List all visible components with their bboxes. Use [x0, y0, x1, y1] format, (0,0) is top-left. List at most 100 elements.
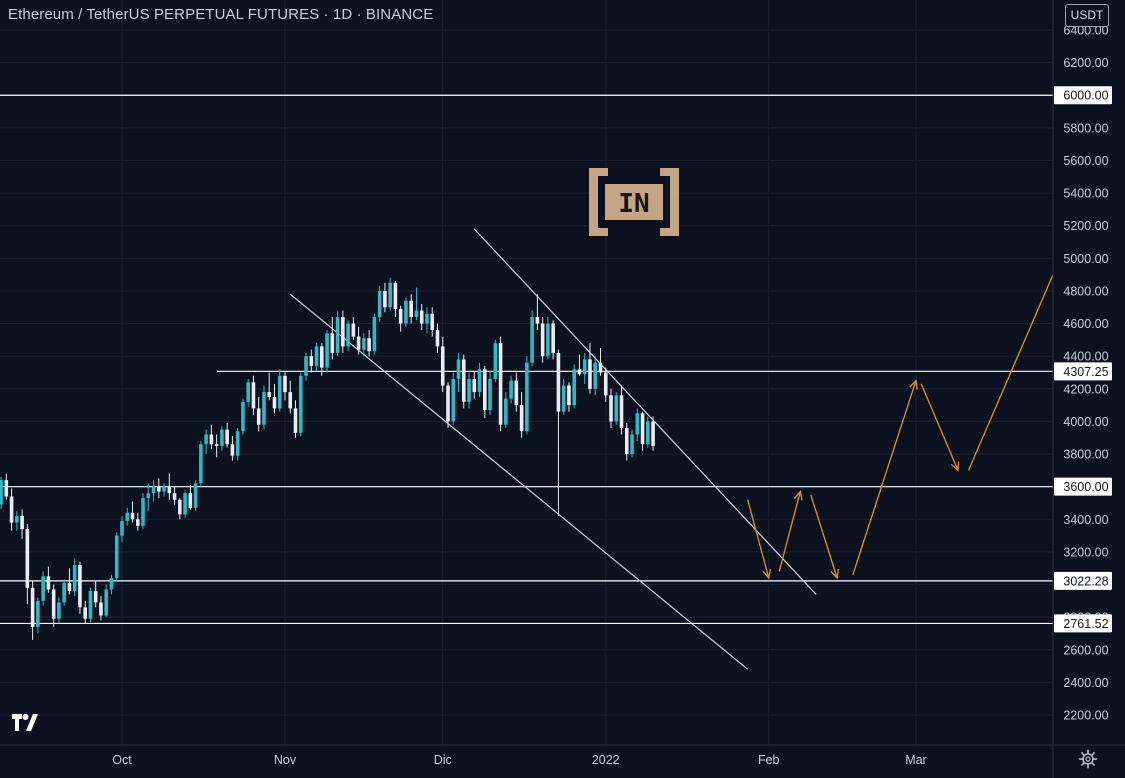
candle — [320, 343, 324, 376]
candle-body — [461, 359, 466, 402]
projection-segment — [920, 383, 959, 471]
candle-body — [362, 338, 366, 350]
channel-upper-line — [473, 228, 817, 595]
candle — [4, 473, 9, 500]
candle — [546, 317, 550, 360]
candle — [614, 392, 619, 425]
candle-body — [30, 587, 35, 627]
y-tick-label: 5200.00 — [1063, 219, 1108, 233]
candle-body — [241, 401, 245, 432]
candle-body — [293, 408, 298, 433]
candle-body — [199, 444, 203, 484]
candle-body — [135, 519, 140, 526]
candle-body — [646, 421, 650, 445]
candle-body — [283, 375, 287, 393]
candle — [178, 498, 182, 520]
candle — [341, 310, 345, 353]
candle — [372, 313, 377, 355]
candle — [193, 480, 198, 512]
candle-body — [577, 369, 582, 375]
candle-body — [214, 444, 219, 446]
candle-body — [535, 317, 540, 324]
candle-body — [446, 385, 450, 422]
projection-segment — [852, 380, 917, 575]
candle-body — [467, 379, 471, 402]
candle — [220, 426, 224, 451]
candle-body — [525, 362, 529, 432]
candle — [99, 595, 103, 621]
candle — [425, 307, 429, 334]
candle-body — [619, 395, 624, 428]
candle-body — [351, 323, 356, 337]
candle — [298, 372, 303, 437]
candle-body — [114, 535, 119, 578]
level-label-bg — [1054, 362, 1112, 381]
candle-body — [172, 493, 177, 500]
candle-body — [298, 375, 303, 433]
candle-body — [372, 317, 377, 352]
tradingview-logo-icon[interactable] — [10, 709, 42, 735]
candle — [288, 380, 293, 414]
candle-body — [183, 493, 187, 515]
candle-body — [325, 333, 329, 368]
candle — [577, 354, 582, 376]
candle-body — [25, 529, 30, 588]
candle — [267, 372, 272, 401]
candle — [598, 348, 603, 376]
candle — [540, 317, 545, 363]
candle-body — [356, 336, 361, 350]
candle — [535, 294, 540, 331]
candle — [393, 281, 398, 318]
candle — [472, 370, 477, 399]
levels — [0, 94, 1053, 625]
x-tick-label: 2022 — [592, 753, 620, 767]
y-tick-label: 4200.00 — [1063, 382, 1108, 396]
candle-body — [603, 372, 608, 396]
candle-body — [320, 346, 324, 368]
y-tick-label: 3800.00 — [1063, 448, 1108, 462]
candle — [283, 372, 287, 401]
level-label-bg — [1054, 477, 1112, 496]
candle — [36, 597, 40, 634]
candle-body — [593, 362, 598, 389]
candle-body — [651, 421, 655, 446]
candle-body — [588, 359, 592, 389]
logo-center — [605, 184, 663, 220]
candle — [135, 512, 140, 531]
brand-logo: IN — [589, 168, 679, 236]
candle — [456, 352, 461, 393]
candle-body — [609, 395, 613, 422]
candle-body — [504, 398, 508, 425]
candle-body — [104, 589, 109, 616]
candle — [204, 429, 208, 455]
currency-button[interactable]: USDT — [1065, 4, 1109, 27]
candle-body — [514, 380, 519, 406]
candle — [151, 480, 156, 502]
candle-body — [304, 356, 308, 376]
level-label: 2761.52 — [1063, 617, 1108, 631]
candle — [141, 493, 145, 530]
candle-body — [246, 382, 250, 402]
settings-gear-icon[interactable] — [1078, 749, 1098, 769]
candle — [430, 307, 435, 337]
candle — [514, 372, 519, 412]
candle — [57, 597, 61, 624]
candle-body — [572, 369, 576, 406]
y-tick-label: 5400.00 — [1063, 187, 1108, 201]
candle-body — [398, 308, 403, 324]
candle — [646, 416, 650, 448]
y-tick-label: 6200.00 — [1063, 56, 1108, 70]
candle — [630, 429, 634, 458]
candle — [46, 566, 51, 593]
level-label: 6000.00 — [1063, 89, 1108, 103]
candle-body — [109, 578, 114, 590]
candle — [530, 310, 534, 366]
candle-body — [614, 395, 619, 422]
y-tick-label: 5000.00 — [1063, 252, 1108, 266]
candle — [635, 408, 640, 441]
candle-body — [88, 591, 93, 619]
candle-body — [346, 323, 350, 347]
candle-body — [15, 516, 19, 523]
